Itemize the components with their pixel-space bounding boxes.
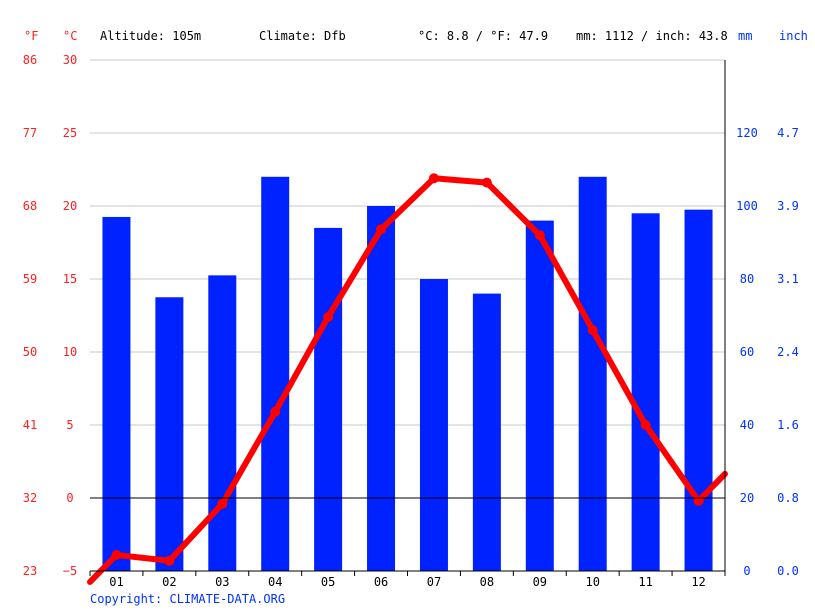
temperature-point (323, 311, 334, 322)
inch-unit-label: inch (779, 29, 808, 43)
celsius-unit-label: °C (63, 29, 77, 43)
celsius-tick-label: 0 (66, 491, 73, 505)
month-tick-label: 11 (638, 575, 652, 589)
month-tick-label: 06 (374, 575, 388, 589)
inch-tick-label: 0.8 (777, 491, 799, 505)
mm-tick-label: 60 (740, 345, 754, 359)
temperature-point (111, 549, 122, 560)
temperature-point (217, 498, 228, 509)
month-tick-label: 03 (215, 575, 229, 589)
month-tick-label: 07 (427, 575, 441, 589)
celsius-tick-label: 20 (63, 199, 77, 213)
temperature-point (640, 420, 651, 430)
climate-label: Climate: Dfb (259, 29, 346, 43)
gridlines (90, 59, 725, 572)
month-tick-label: 02 (162, 575, 176, 589)
temperature-average-label: °C: 8.8 / °F: 47.9 (418, 29, 548, 43)
celsius-tick-label: 25 (63, 126, 77, 140)
precipitation-bars (102, 176, 713, 572)
fahrenheit-tick-label: 86 (23, 53, 37, 67)
temperature-point (587, 325, 598, 336)
mm-tick-label: 0 (743, 564, 750, 578)
temperature-point (428, 173, 439, 184)
precipitation-bar (684, 209, 713, 571)
temperature-point (270, 406, 281, 417)
fahrenheit-tick-label: 77 (23, 126, 37, 140)
inch-tick-label: 2.4 (777, 345, 799, 359)
month-tick-label: 12 (691, 575, 705, 589)
precipitation-bar (367, 206, 396, 571)
precipitation-bar (208, 275, 237, 571)
celsius-tick-label: 30 (63, 53, 77, 67)
month-tick-label: 04 (268, 575, 282, 589)
precipitation-bar (261, 176, 290, 572)
temperature-line (87, 173, 728, 585)
fahrenheit-tick-label: 68 (23, 199, 37, 213)
precipitation-bar (419, 279, 448, 571)
celsius-tick-label: 15 (63, 272, 77, 286)
fahrenheit-unit-label: °F (24, 29, 38, 43)
fahrenheit-tick-label: 23 (23, 564, 37, 578)
temperature-point (164, 555, 175, 566)
temperature-series-line (87, 175, 728, 585)
celsius-tick-label: 5 (66, 418, 73, 432)
month-tick-label: 08 (480, 575, 494, 589)
inch-tick-label: 1.6 (777, 418, 799, 432)
precipitation-bar (631, 213, 660, 572)
precipitation-bar (155, 297, 184, 571)
mm-tick-label: 80 (740, 272, 754, 286)
mm-tick-label: 100 (736, 199, 758, 213)
precipitation-average-label: mm: 1112 / inch: 43.8 (576, 29, 728, 43)
inch-tick-label: 0.0 (777, 564, 799, 578)
altitude-label: Altitude: 105m (100, 29, 201, 43)
fahrenheit-tick-label: 59 (23, 272, 37, 286)
month-tick-label: 10 (585, 575, 599, 589)
celsius-tick-label: −5 (63, 564, 77, 578)
precipitation-bar (314, 227, 343, 571)
temperature-point (693, 495, 704, 506)
mm-tick-label: 20 (740, 491, 754, 505)
fahrenheit-tick-label: 41 (23, 418, 37, 432)
precipitation-bar (525, 220, 554, 571)
mm-unit-label: mm (738, 29, 752, 43)
copyright-label: Copyright: CLIMATE-DATA.ORG (90, 592, 285, 606)
precipitation-bar (472, 293, 501, 571)
precipitation-bar (102, 216, 131, 571)
tick-labels: 8677685950413223302520151050−51201008060… (23, 53, 799, 589)
celsius-tick-label: 10 (63, 345, 77, 359)
fahrenheit-tick-label: 32 (23, 491, 37, 505)
fahrenheit-tick-label: 50 (23, 345, 37, 359)
precipitation-bar (578, 176, 607, 572)
inch-tick-label: 3.9 (777, 199, 799, 213)
mm-tick-label: 120 (736, 126, 758, 140)
axes (89, 60, 726, 576)
temperature-point (481, 177, 492, 188)
mm-tick-label: 40 (740, 418, 754, 432)
month-tick-label: 09 (533, 575, 547, 589)
temperature-point (534, 230, 545, 241)
temperature-point (376, 224, 387, 235)
inch-tick-label: 3.1 (777, 272, 799, 286)
inch-tick-label: 4.7 (777, 126, 799, 140)
month-tick-label: 05 (321, 575, 335, 589)
month-tick-label: 01 (109, 575, 123, 589)
